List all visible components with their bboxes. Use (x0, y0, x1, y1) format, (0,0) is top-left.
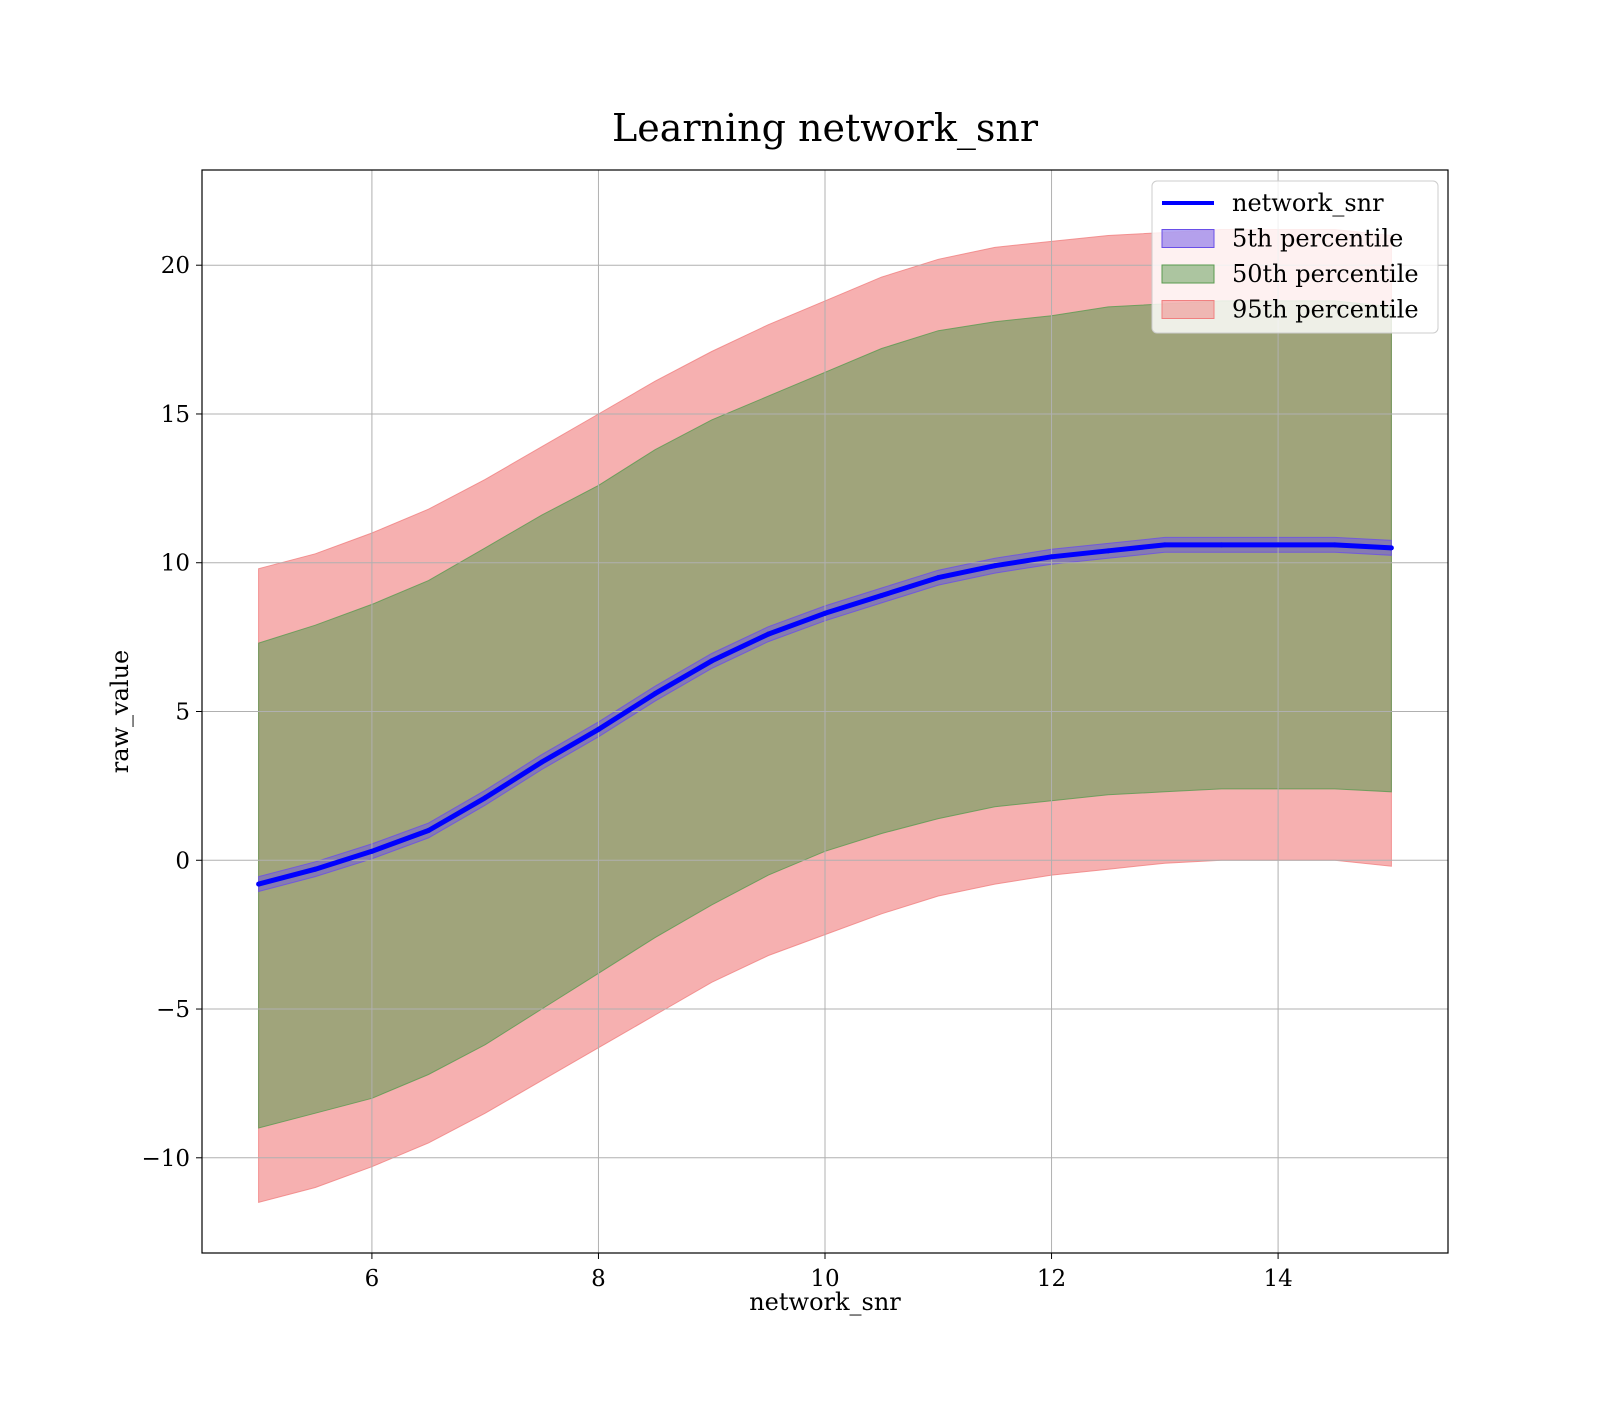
x-tick-label: 6 (365, 1266, 380, 1292)
series-point (652, 691, 658, 697)
x-tick-label: 12 (1037, 1266, 1066, 1292)
series-point (312, 866, 318, 872)
line-layer (256, 542, 1394, 887)
series-point (1218, 542, 1224, 548)
legend: network_snr 5th percentile 50th percentile… (1151, 180, 1439, 334)
grid-layer (202, 170, 1448, 1253)
series-point (765, 631, 771, 637)
y-tick-label: 15 (161, 402, 190, 428)
series-point (1332, 542, 1338, 548)
series-point (1388, 545, 1394, 551)
y-tick-label: 10 (161, 551, 190, 577)
y-tick-label: 0 (175, 848, 190, 874)
legend-label: 95th percentile (1232, 296, 1419, 324)
legend-box (1151, 180, 1439, 334)
x-tick-label: 14 (1263, 1266, 1292, 1292)
x-tick-label: 8 (591, 1266, 606, 1292)
y-tick-label: 20 (161, 253, 190, 279)
x-tick-label: 10 (810, 1266, 839, 1292)
legend-label: 5th percentile (1232, 225, 1403, 253)
chart-title: Learning network_snr (612, 106, 1039, 151)
series-point (1162, 542, 1168, 548)
series-point (1275, 542, 1281, 548)
series-point (595, 726, 601, 732)
series-point (426, 828, 432, 834)
y-tick-label: −5 (156, 997, 190, 1023)
series-point (256, 881, 262, 887)
series-point (1049, 554, 1055, 560)
y-tick-label: −10 (141, 1146, 190, 1172)
series-point (369, 848, 375, 854)
series-point (539, 759, 545, 765)
x-axis-label: network_snr (749, 1288, 901, 1316)
series-point (482, 795, 488, 801)
series-point (879, 592, 885, 598)
legend-label: 50th percentile (1232, 260, 1419, 288)
series-point (935, 575, 941, 581)
legend-band-swatch (1161, 264, 1215, 284)
y-axis-label: raw_value (106, 650, 134, 774)
ticks-layer: 6 8 10 12 14 −10 −5 0 5 10 15 20 (141, 253, 1292, 1292)
series-point (709, 658, 715, 664)
series-point (992, 563, 998, 569)
legend-band-swatch (1161, 300, 1215, 319)
series-point (822, 610, 828, 616)
legend-label: network_snr (1232, 189, 1384, 217)
legend-band-swatch (1161, 229, 1215, 248)
series-point (1105, 548, 1111, 554)
y-tick-label: 5 (175, 700, 190, 726)
